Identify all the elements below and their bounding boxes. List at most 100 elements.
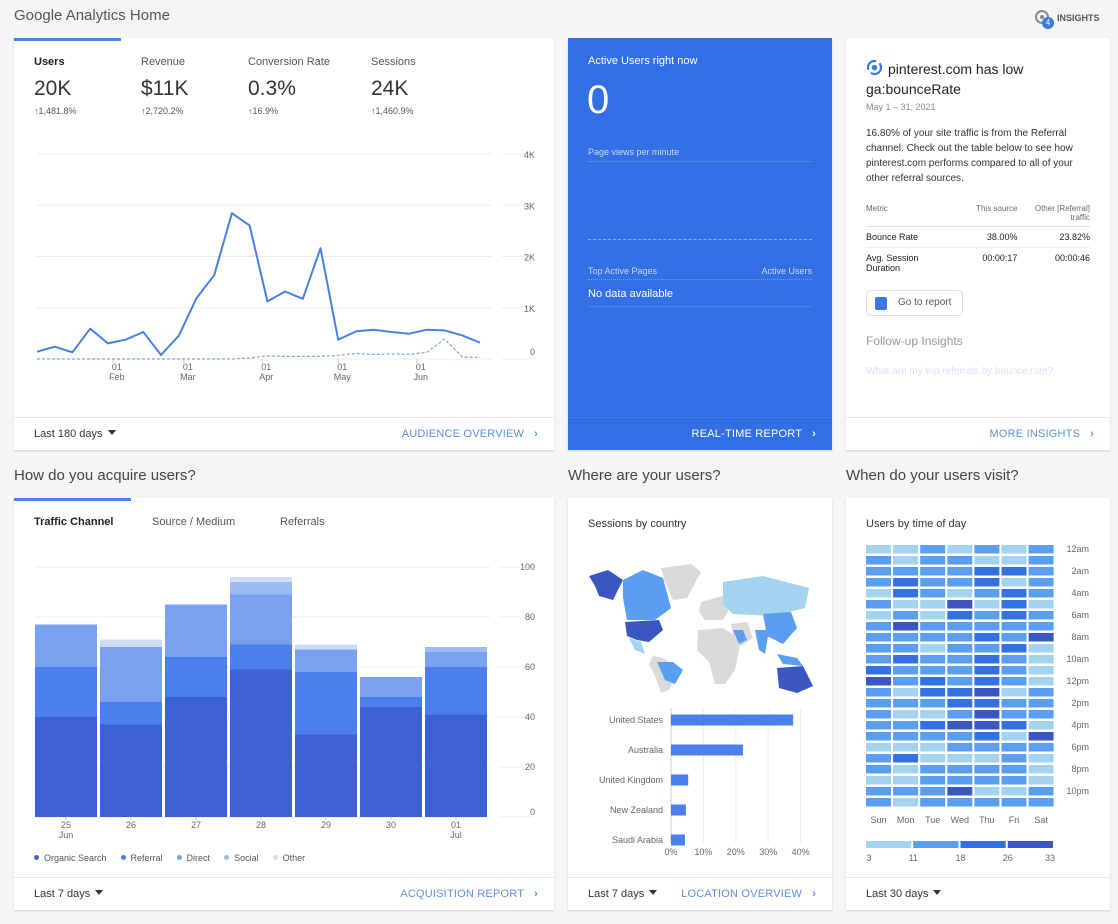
date-range-dropdown[interactable]: Last 7 days (588, 888, 658, 900)
tab-referrals[interactable]: Referrals (280, 516, 325, 528)
heatmap-cell (893, 633, 919, 642)
metric-label: Users (34, 56, 65, 68)
heatmap-cell (920, 776, 946, 785)
heatmap-cell (1028, 754, 1054, 763)
country-bar (671, 774, 689, 786)
legend-item[interactable]: Social (224, 853, 259, 863)
date-range-dropdown[interactable]: Last 30 days (866, 888, 942, 900)
realtime-report-link[interactable]: REAL-TIME REPORT › (692, 428, 816, 440)
more-insights-link[interactable]: MORE INSIGHTS › (990, 428, 1094, 440)
heatmap-cell (1028, 787, 1054, 796)
heatmap-cell (920, 666, 946, 675)
heatmap-cell (947, 633, 973, 642)
heatmap-cell (920, 578, 946, 587)
heatmap-cell (866, 787, 891, 796)
col-header: Other [Referral] traffic (1017, 204, 1090, 227)
legend-item[interactable]: Direct (176, 853, 210, 863)
date-range-dropdown[interactable]: Last 7 days (34, 888, 104, 900)
hour-label: 6am (1071, 610, 1089, 620)
bar-segment-referral (100, 702, 162, 725)
metric-tab-conversion-rate[interactable]: Conversion Rate 0.3% ↑16.9% (248, 56, 330, 116)
metric-tab-users[interactable]: Users 20K ↑1,481.8% (34, 56, 77, 116)
heatmap-cell (866, 611, 891, 620)
country-label: Saudi Arabia (612, 835, 663, 845)
x-tick-label: 30% (759, 847, 777, 857)
heatmap-cell (1028, 721, 1054, 730)
heatmap-cell (974, 589, 1000, 598)
x-tick-label: Feb (109, 372, 125, 382)
link-label: AUDIENCE OVERVIEW (401, 428, 525, 440)
country-bar (671, 714, 794, 726)
heatmap-cell (920, 699, 946, 708)
y-tick-label: 80 (525, 612, 535, 622)
legend-item[interactable]: Referral (120, 853, 163, 863)
metric-value: 20K (34, 77, 72, 100)
heatmap-cell (866, 688, 891, 697)
time-of-day-card: Users by time of day 12am 2am 4am 6am 8am 10a… (846, 498, 1110, 910)
bar-segment-organic-search (165, 697, 227, 817)
followup-link[interactable]: What are my top referrals by bounce rate… (866, 366, 1054, 377)
heatmap-cell (866, 600, 891, 609)
card-title: Users by time of day (866, 518, 967, 530)
audience-overview-link[interactable]: AUDIENCE OVERVIEW › (402, 428, 538, 440)
y-tick-label: 3K (524, 201, 535, 211)
heatmap-cell (866, 622, 891, 631)
bar-segment-other (230, 577, 292, 582)
heatmap-cell (974, 633, 1000, 642)
link-label: REAL-TIME REPORT (691, 428, 803, 440)
heatmap-cell (1028, 798, 1054, 807)
map-brazil (657, 662, 683, 684)
bar-segment-other (100, 639, 162, 647)
heatmap-cell (893, 721, 919, 730)
heatmap-cell (893, 798, 919, 807)
location-overview-link[interactable]: LOCATION OVERVIEW › (681, 888, 816, 900)
date-range-dropdown[interactable]: Last 180 days (34, 428, 116, 440)
card-footer: Last 7 days LOCATION OVERVIEW › (568, 877, 832, 910)
legend-label: Other (282, 853, 306, 863)
realtime-card: Active Users right now 0 Page views per … (568, 38, 832, 450)
x-tick-label: 26 (126, 820, 136, 830)
location-card: Sessions by country 0% 10% 20% 30% 40% United… (568, 498, 832, 910)
heatmap-cell (920, 743, 946, 752)
acquisition-report-link[interactable]: ACQUISITION REPORT › (400, 888, 538, 900)
bar-segment-direct (230, 594, 292, 645)
metric-tab-revenue[interactable]: Revenue $11K ↑2,720.2% (141, 56, 189, 116)
arrow-up-icon: ↑ (248, 106, 253, 116)
users-line (36, 212, 481, 356)
day-label: Fri (1009, 815, 1020, 825)
pageviews-label: Page views per minute (588, 147, 680, 157)
heatmap-cell (893, 743, 919, 752)
report-icon (875, 297, 887, 310)
tab-source-medium[interactable]: Source / Medium (152, 516, 236, 528)
y-tick-label: 0 (530, 347, 535, 357)
legend-item[interactable]: Organic Search (34, 853, 107, 863)
hour-label: 6pm (1071, 742, 1089, 752)
heatmap-cell (974, 578, 1000, 587)
heatmap-cell (974, 798, 1000, 807)
heatmap-cell (920, 545, 946, 554)
heatmap-cell (947, 721, 973, 730)
legend-swatch (866, 841, 912, 848)
heatmap-cell (1028, 556, 1054, 565)
map-greenland (661, 564, 701, 600)
legend-label: 3 (866, 853, 871, 863)
metric-tab-sessions[interactable]: Sessions 24K ↑1,460.9% (371, 56, 416, 116)
heatmap-cell (920, 611, 946, 620)
heatmap-cell (947, 589, 973, 598)
country-label: Australia (628, 745, 663, 755)
metric-change: ↑1,460.9% (371, 106, 414, 116)
heatmap-cell (947, 710, 973, 719)
map-china (763, 612, 797, 644)
x-tick-label: 01 (183, 362, 193, 372)
go-to-report-button[interactable]: Go to report (866, 290, 963, 316)
legend-item[interactable]: Other (272, 853, 306, 863)
y-tick-label: 40 (525, 712, 535, 722)
followup-title: Follow-up Insights (866, 334, 963, 348)
heatmap-cell (947, 666, 973, 675)
insights-badge: 4 (1042, 17, 1054, 29)
legend-label: 26 (1003, 853, 1013, 863)
heatmap-cell (866, 644, 891, 653)
tab-traffic-channel[interactable]: Traffic Channel (34, 516, 114, 528)
pageviews-chart-baseline (588, 239, 812, 240)
day-label: Sat (1034, 815, 1048, 825)
